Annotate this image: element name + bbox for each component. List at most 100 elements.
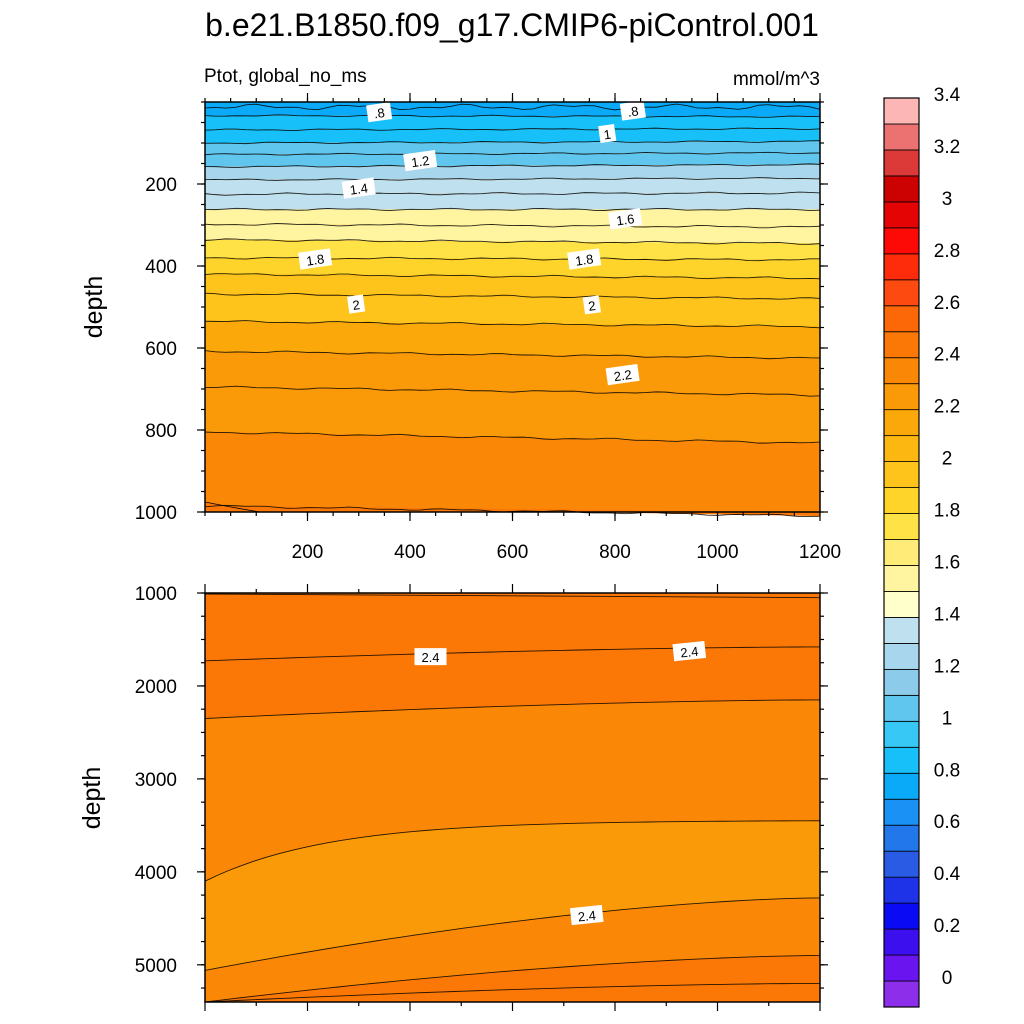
upper-contour-0.9 bbox=[204, 127, 821, 131]
upper-contour-1.1 bbox=[204, 151, 821, 156]
upper-contour-label-6-text: 1.8 bbox=[305, 251, 325, 268]
colorbar-swatch bbox=[883, 357, 920, 385]
upper-band-6 bbox=[205, 178, 820, 195]
colorbar-tick-label: 2.6 bbox=[934, 293, 960, 314]
upper-y-tick-label: 200 bbox=[145, 175, 177, 196]
lower-contour-0 bbox=[204, 646, 821, 662]
colorbar-swatch bbox=[883, 97, 920, 125]
upper-contour-label-3-bg bbox=[403, 149, 438, 172]
upper-contour-1.3 bbox=[204, 177, 821, 181]
upper-contour-label-10: 2.2 bbox=[605, 363, 640, 386]
colorbar-swatch bbox=[883, 591, 920, 618]
colorbar-swatch bbox=[883, 798, 920, 826]
colorbar-swatch bbox=[883, 175, 920, 203]
upper-band-9 bbox=[205, 224, 820, 244]
colorbar-tick-label: 2.2 bbox=[934, 397, 960, 418]
upper-y-axis-label: depth bbox=[80, 276, 108, 339]
upper-contour-label-0: .8 bbox=[366, 102, 393, 123]
colorbar-swatch bbox=[883, 954, 920, 982]
colorbar-swatch bbox=[883, 331, 920, 359]
lower-contour-label-1: 2.4 bbox=[672, 640, 707, 662]
colorbar-swatch bbox=[883, 409, 920, 437]
upper-contour-label-3-text: 1.2 bbox=[410, 153, 430, 170]
upper-y-tick-label: 400 bbox=[145, 257, 177, 278]
colorbar-swatch bbox=[883, 279, 920, 307]
upper-contour-label-5-text: 1.6 bbox=[615, 211, 635, 228]
lower-y-tick-label: 1000 bbox=[135, 584, 177, 605]
units-label: mmol/m^3 bbox=[733, 69, 820, 90]
colorbar-swatch bbox=[883, 435, 920, 462]
upper-contour-1.7 bbox=[204, 238, 821, 245]
lower-contour-5 bbox=[204, 982, 821, 1003]
lower-contour-label-2-bg bbox=[569, 904, 604, 926]
lower-contour-1 bbox=[204, 699, 821, 719]
lower-panel: 2.4 2.4 2.4 1000 2000 3000 4000 5000 bbox=[135, 584, 828, 1011]
colorbar-tick-label: 2.4 bbox=[934, 345, 961, 366]
lower-contour-4 bbox=[204, 955, 821, 1003]
colorbar-tick-label: 0.6 bbox=[934, 812, 960, 833]
lower-axis-ticks: 1000 2000 3000 4000 5000 bbox=[135, 584, 828, 1011]
colorbar-tick-label: 0 bbox=[942, 968, 953, 989]
colorbar-tick-label: 3.4 bbox=[934, 85, 961, 106]
colorbar-swatch bbox=[883, 617, 920, 644]
colorbar-swatch bbox=[883, 980, 920, 1008]
upper-contour-1.9 bbox=[204, 273, 821, 280]
colorbar-swatch bbox=[883, 928, 920, 956]
upper-contour-label-2-text: 1 bbox=[603, 127, 612, 143]
upper-fill-layer bbox=[204, 102, 820, 517]
upper-contour-label-9: 2 bbox=[582, 295, 601, 315]
upper-band-5 bbox=[205, 164, 820, 180]
colorbar-swatch bbox=[883, 720, 920, 748]
lower-y-tick-label: 5000 bbox=[135, 956, 177, 977]
upper-band-0 bbox=[205, 102, 820, 117]
lower-y-axis-label: depth bbox=[78, 767, 106, 830]
lower-y-tick-label: 2000 bbox=[135, 677, 177, 698]
colorbar-frame bbox=[883, 97, 920, 1008]
colorbar-tick-label: 1.6 bbox=[934, 552, 960, 573]
upper-band-13 bbox=[205, 293, 820, 327]
upper-band-17 bbox=[205, 432, 820, 512]
upper-contour-1.6 bbox=[204, 223, 821, 229]
lower-contour-label-0: 2.4 bbox=[414, 648, 447, 666]
upper-contour-layer bbox=[204, 103, 821, 518]
colorbar-swatch bbox=[883, 227, 920, 255]
colorbar-swatch bbox=[883, 643, 920, 670]
upper-band-10 bbox=[205, 239, 820, 260]
upper-contour-label-1: .8 bbox=[619, 100, 646, 121]
colorbar-swatch bbox=[883, 123, 920, 151]
colorbar-tick-label: 0.4 bbox=[934, 864, 961, 885]
chart-title: b.e21.B1850.f09_g17.CMIP6-piControl.001 bbox=[205, 7, 819, 43]
colorbar-swatch bbox=[883, 305, 920, 333]
colorbar-swatch bbox=[883, 902, 920, 930]
upper-band-7 bbox=[205, 193, 820, 210]
upper-contour-2.1 bbox=[204, 320, 821, 329]
colorbar-swatch bbox=[883, 668, 920, 696]
upper-contour-label-10-text: 2.2 bbox=[613, 367, 633, 384]
colorbar-swatch bbox=[883, 746, 920, 774]
upper-contour-1.2 bbox=[204, 163, 821, 169]
upper-contour-2.4 bbox=[204, 431, 821, 444]
upper-band-14 bbox=[205, 321, 820, 359]
colorbar-tick-label: 3.2 bbox=[934, 137, 960, 158]
upper-contour-2 bbox=[204, 292, 821, 300]
colorbar-swatch bbox=[883, 149, 920, 177]
upper-contour-label-8: 2 bbox=[347, 294, 366, 314]
upper-band-16 bbox=[205, 386, 820, 444]
lower-contour-label-0-bg bbox=[414, 648, 447, 666]
variable-label: Ptot, global_no_ms bbox=[204, 66, 367, 87]
upper-contour-0.8 bbox=[204, 114, 821, 118]
upper-y-tick-label: 600 bbox=[145, 339, 177, 360]
colorbar: 0 0.2 0.4 0.6 0.8 1 1.2 1.4 1.6 1.8 2 2.2 2.4 2.6 2.8 3… bbox=[883, 85, 961, 1008]
upper-contour-label-5: 1.6 bbox=[608, 208, 643, 230]
colorbar-swatch bbox=[883, 461, 920, 488]
upper-y-tick-label: 1000 bbox=[135, 503, 177, 524]
upper-contour-label-9-text: 2 bbox=[587, 298, 596, 314]
upper-contour-label-8-bg bbox=[347, 294, 366, 314]
upper-contour-label-7-bg bbox=[567, 248, 602, 270]
lower-contour-label-1-text: 2.4 bbox=[680, 644, 700, 661]
upper-contour-label-10-bg bbox=[605, 363, 640, 386]
lower-contour-label-2: 2.4 bbox=[569, 904, 604, 926]
upper-contour-label-7-text: 1.8 bbox=[574, 251, 594, 268]
upper-contour-label-5-bg bbox=[608, 208, 643, 230]
